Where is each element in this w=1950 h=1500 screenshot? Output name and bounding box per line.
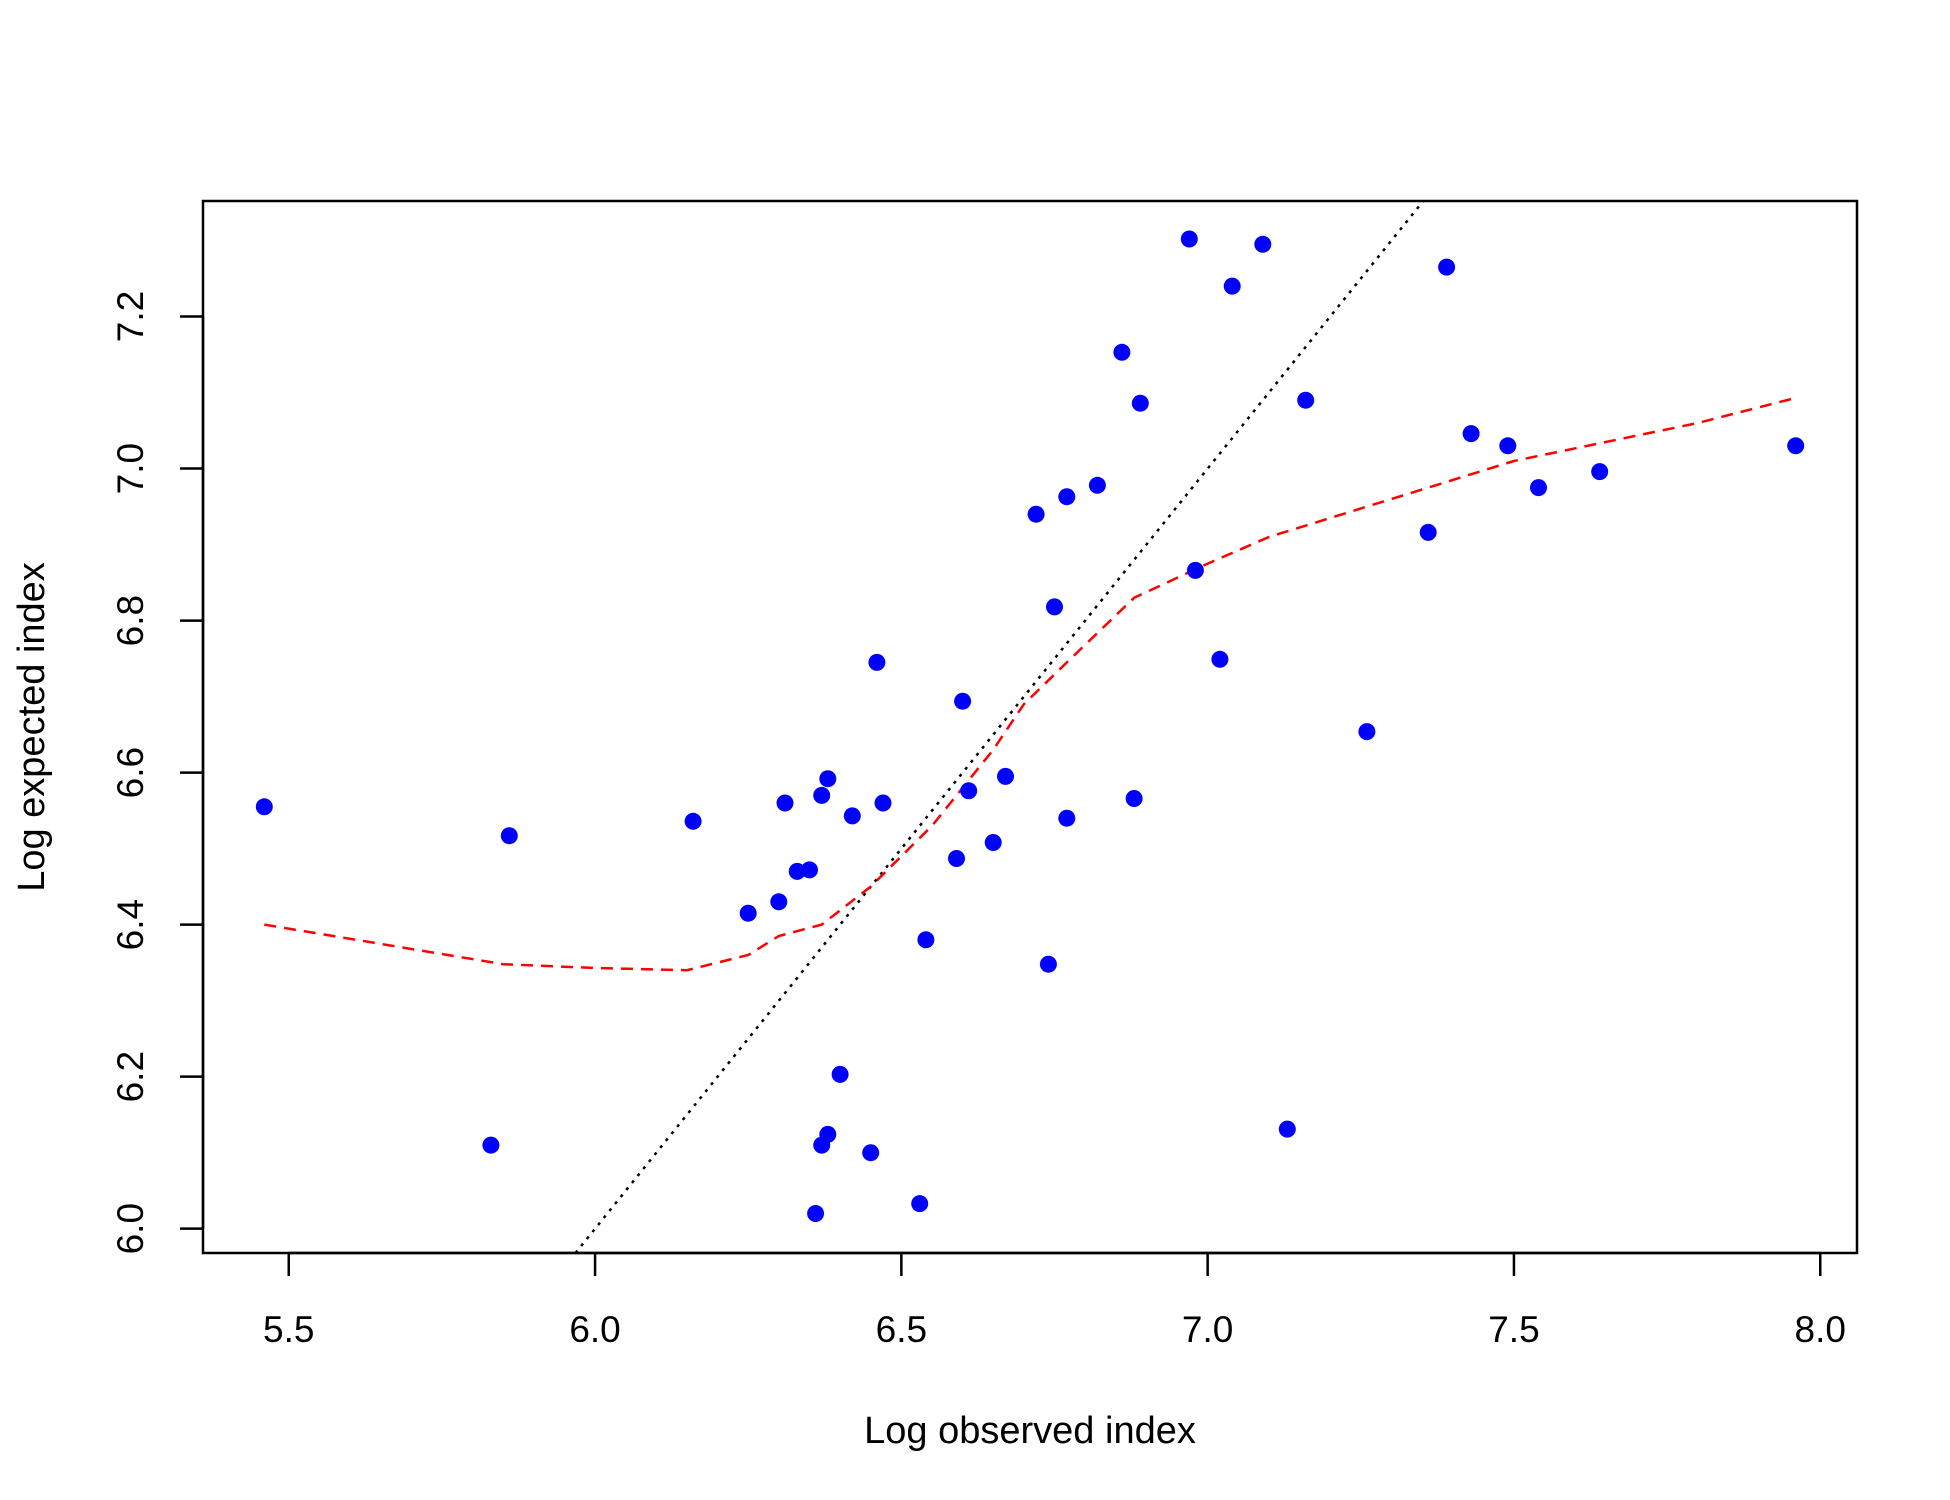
data-point bbox=[819, 770, 837, 788]
data-point bbox=[831, 1065, 849, 1083]
x-tick-label: 5.5 bbox=[263, 1309, 314, 1350]
data-point bbox=[1499, 437, 1517, 455]
data-point bbox=[1046, 598, 1063, 616]
y-tick-label: 7.0 bbox=[110, 443, 151, 494]
y-tick-label: 6.4 bbox=[110, 899, 151, 950]
smooth-line bbox=[264, 396, 1797, 972]
data-point bbox=[1039, 955, 1057, 973]
data-point bbox=[1530, 479, 1547, 497]
data-point bbox=[1058, 488, 1076, 506]
data-point bbox=[862, 1144, 880, 1162]
reference-line-layer bbox=[574, 200, 1425, 1254]
data-point bbox=[874, 794, 892, 812]
y-axis-label: Log expected index bbox=[11, 562, 53, 892]
data-point bbox=[1125, 790, 1143, 807]
data-point bbox=[1186, 561, 1204, 579]
data-point bbox=[1180, 230, 1198, 248]
data-point bbox=[948, 850, 965, 867]
data-point bbox=[997, 767, 1014, 785]
data-point bbox=[1223, 277, 1241, 295]
data-point bbox=[843, 807, 861, 825]
y-tick-label: 6.0 bbox=[110, 1203, 151, 1254]
data-point bbox=[1131, 394, 1149, 412]
data-point bbox=[788, 862, 806, 880]
data-point bbox=[482, 1136, 500, 1154]
data-point bbox=[1297, 391, 1315, 409]
x-tick-label: 7.0 bbox=[1182, 1309, 1233, 1350]
smooth-line-layer bbox=[264, 396, 1797, 972]
data-point bbox=[770, 893, 788, 911]
data-point bbox=[1278, 1120, 1296, 1138]
data-point bbox=[813, 786, 831, 804]
data-point bbox=[1787, 437, 1805, 455]
data-point bbox=[807, 1205, 825, 1222]
data-point bbox=[1438, 258, 1456, 276]
data-point bbox=[1591, 463, 1609, 481]
data-point bbox=[1254, 235, 1272, 253]
reference-line bbox=[574, 200, 1425, 1254]
data-point bbox=[739, 904, 757, 922]
data-point bbox=[500, 827, 518, 845]
data-point bbox=[960, 782, 978, 800]
data-point bbox=[776, 794, 794, 812]
y-tick-label: 6.2 bbox=[110, 1051, 151, 1102]
data-point bbox=[1058, 809, 1076, 827]
data-point bbox=[1211, 650, 1229, 668]
y-axis: 6.0 6.2 6.4 6.6 6.8 7.0 7.2 bbox=[110, 291, 205, 1254]
data-point bbox=[1027, 505, 1045, 523]
data-point bbox=[868, 653, 886, 671]
data-point bbox=[1113, 343, 1131, 361]
y-tick-label: 7.2 bbox=[110, 291, 151, 342]
data-point bbox=[819, 1125, 837, 1143]
x-axis-label: Log observed index bbox=[864, 1410, 1196, 1452]
data-point bbox=[1088, 476, 1106, 494]
x-tick-label: 6.0 bbox=[569, 1309, 620, 1350]
data-point bbox=[954, 692, 972, 710]
x-tick-label: 6.5 bbox=[876, 1309, 927, 1350]
data-point bbox=[801, 861, 818, 879]
data-point bbox=[917, 931, 935, 949]
x-tick-label: 8.0 bbox=[1795, 1309, 1846, 1350]
x-tick-label: 7.5 bbox=[1488, 1309, 1539, 1350]
data-point bbox=[1462, 425, 1480, 443]
data-point bbox=[911, 1195, 929, 1213]
data-point bbox=[255, 798, 273, 816]
y-tick-label: 6.8 bbox=[110, 595, 151, 646]
x-axis: 5.5 6.0 6.5 7.0 7.5 8.0 bbox=[263, 1251, 1846, 1350]
data-point bbox=[984, 834, 1002, 851]
data-point bbox=[1358, 723, 1376, 741]
data-point bbox=[684, 812, 702, 830]
y-tick-label: 6.6 bbox=[110, 747, 151, 798]
data-point bbox=[1419, 523, 1437, 541]
data-points-layer bbox=[255, 230, 1805, 1222]
